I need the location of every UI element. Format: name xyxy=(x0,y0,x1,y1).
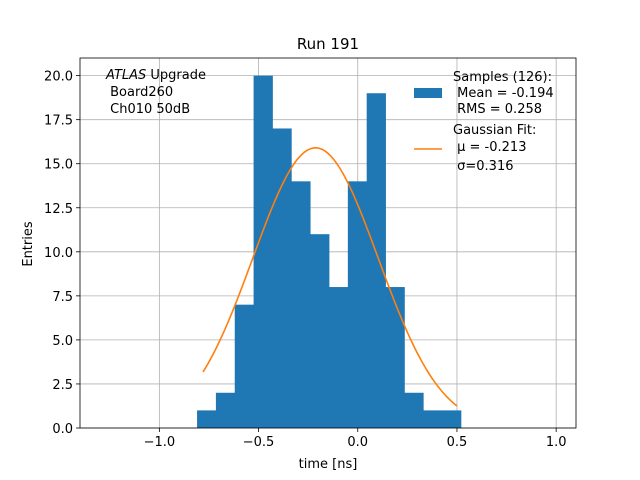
histogram-bar xyxy=(310,234,330,428)
y-tick-label: 15.0 xyxy=(44,158,73,173)
axes-frame xyxy=(79,57,577,429)
y-tick-label: 5.0 xyxy=(52,334,73,349)
annotation-atlas: ATLAS xyxy=(105,68,146,83)
y-tick-label: 7.5 xyxy=(52,290,73,305)
x-tick-label: 0.5 xyxy=(447,435,468,450)
legend-fit-title: Gaussian Fit: xyxy=(453,123,536,138)
legend-samples-swatch xyxy=(414,88,442,98)
x-tick-label: 1.0 xyxy=(546,435,567,450)
x-tick-label: −0.5 xyxy=(243,435,275,450)
annotation-board: Board260 xyxy=(106,85,173,100)
histogram-bar xyxy=(366,93,386,428)
legend-samples-title: Samples (126): xyxy=(453,70,552,85)
histogram-bar xyxy=(272,128,292,428)
histogram-bar xyxy=(423,410,443,428)
annotation-line-1: ATLAS Upgrade xyxy=(105,68,206,83)
histogram-bar xyxy=(234,304,254,428)
histogram-bar xyxy=(291,181,311,428)
y-axis-label: Entries xyxy=(21,221,36,267)
y-tick-label: 2.5 xyxy=(52,378,73,393)
x-axis-label: time [ns] xyxy=(299,457,358,472)
x-tick-label: −1.0 xyxy=(144,435,176,450)
histogram-bars xyxy=(197,75,462,428)
legend: Samples (126): Mean = -0.194 RMS = 0.258… xyxy=(414,70,554,174)
legend-samples-rms: RMS = 0.258 xyxy=(453,102,542,117)
legend-fit-mu: μ = -0.213 xyxy=(453,140,526,155)
y-tick-label: 12.5 xyxy=(44,202,73,217)
y-tick-label: 10.0 xyxy=(44,246,73,261)
gaussian-fit-line xyxy=(202,147,458,407)
chart-title: Run 191 xyxy=(297,35,359,53)
annotation-upgrade: Upgrade xyxy=(146,68,206,83)
histogram-bar xyxy=(385,287,405,428)
axes: −1.0 −0.5 0.0 0.5 1.0 0.0 2.5 5.0 7.5 10.0 12.5 15.… xyxy=(44,57,577,450)
gaussian-fit-curve xyxy=(202,147,458,407)
annotation-channel: Ch010 50dB xyxy=(106,102,190,117)
histogram-bar xyxy=(404,392,424,428)
histogram-bar xyxy=(253,75,273,428)
histogram-bar xyxy=(442,410,462,428)
y-tick-label: 20.0 xyxy=(44,70,73,85)
y-tick-label: 0.0 xyxy=(52,422,73,437)
y-tick-label: 17.5 xyxy=(44,114,73,129)
histogram-bar xyxy=(197,410,217,428)
histogram-bar xyxy=(328,287,349,428)
legend-samples-mean: Mean = -0.194 xyxy=(453,86,554,101)
histogram-bar xyxy=(215,392,236,428)
legend-fit-sigma: σ=0.316 xyxy=(453,159,513,174)
run-annotation: ATLAS Upgrade Board260 Ch010 50dB xyxy=(105,68,206,117)
x-tick-label: 0.0 xyxy=(347,435,368,450)
histogram-bar xyxy=(347,181,368,428)
